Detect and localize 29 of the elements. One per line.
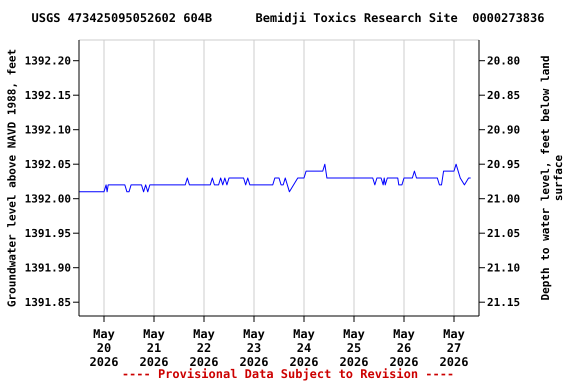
line-series [79,164,472,192]
y2-tick-label: 21.15 [487,296,520,310]
x-tick-label: May 25 2026 [340,327,368,369]
text: ---- Provisional Data Subject to Revision ---- [122,367,454,381]
y-tick-label: 1392.00 [24,192,71,206]
y2-tick-label: 20.85 [487,89,520,102]
x-tick-label: May 22 2026 [190,327,218,369]
y-tick-label: 1391.90 [24,262,71,275]
y2-tick-label: 20.80 [487,54,520,68]
x-tick-label: May 23 2026 [240,327,268,369]
y-tick-label: 1392.20 [24,54,71,68]
y-tick-label: 1392.15 [24,89,71,102]
y-tick-label: 1391.85 [24,296,71,310]
y2-tick-label: 21.00 [487,192,520,206]
y-tick-label: 1391.95 [24,227,71,240]
y2-tick-label: 20.90 [487,124,520,137]
x-tick-label: May 21 2026 [140,327,168,369]
y-tick-label: 1392.10 [24,124,71,137]
x-tick-label: May 26 2026 [390,327,418,369]
x-tick-label: May 27 2026 [440,327,468,369]
chart-title: USGS 473425095052602 604B Bemidji Toxics Research Site 0000273836 [30,11,546,25]
y2-tick-label: 21.10 [487,262,520,275]
y2-tick-label: 21.05 [487,227,520,240]
y2-axis-title: Depth to water level, feet below land surface [539,55,565,301]
y-axis-title: Groundwater level above NAVD 1988, feet [6,48,18,308]
x-tick-label: May 24 2026 [290,327,318,369]
y-tick-label: 1392.05 [24,158,71,172]
y2-tick-label: 20.95 [487,158,520,172]
x-tick-label: May 20 2026 [90,327,118,369]
